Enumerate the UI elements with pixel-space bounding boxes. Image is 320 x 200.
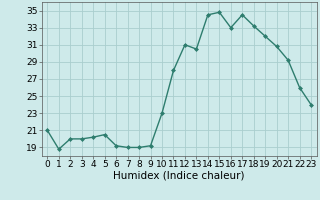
X-axis label: Humidex (Indice chaleur): Humidex (Indice chaleur): [114, 171, 245, 181]
